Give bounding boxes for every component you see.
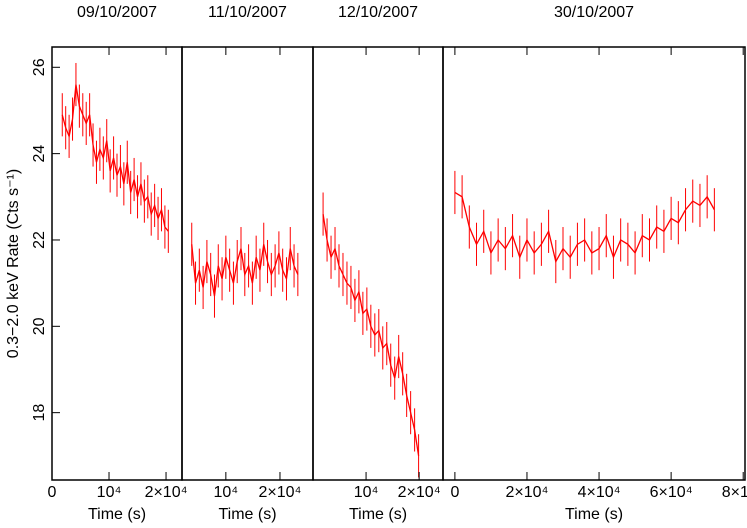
x-tick-label: 4×10⁴ <box>578 484 621 501</box>
x-tick-label: 0 <box>48 484 57 501</box>
x-tick-label: 0 <box>450 484 459 501</box>
panel-title: 11/10/2007 <box>208 4 287 21</box>
panel-title: 30/10/2007 <box>554 4 634 21</box>
y-tick-label: 24 <box>31 145 48 163</box>
x-tick-label: 2×10⁴ <box>259 484 302 501</box>
x-tick-label: 6×10⁴ <box>650 484 693 501</box>
x-tick-label: 2×10⁴ <box>398 484 441 501</box>
light-curve <box>191 244 299 297</box>
x-tick-label: 2×10⁴ <box>506 484 549 501</box>
x-axis-label: Time (s) <box>565 506 623 523</box>
light-curve <box>322 213 420 456</box>
x-tick-label: 2×10⁴ <box>145 484 188 501</box>
y-tick-label: 20 <box>31 317 48 335</box>
panel-frame <box>312 46 444 481</box>
panel-title: 09/10/2007 <box>77 4 157 21</box>
x-tick-label: 10⁴ <box>97 484 122 501</box>
panel-frame <box>51 46 183 481</box>
panel-frame <box>442 46 746 481</box>
x-tick-label: 8×10⁴ <box>722 484 747 501</box>
x-axis-label: Time (s) <box>218 506 276 523</box>
light-curve <box>61 84 169 232</box>
y-axis-label: 0.3−2.0 keV Rate (Cts s⁻¹) <box>5 169 22 358</box>
x-axis-label: Time (s) <box>349 506 407 523</box>
x-tick-label: 10⁴ <box>354 484 379 501</box>
y-tick-label: 18 <box>31 404 48 422</box>
x-axis-label: Time (s) <box>88 506 146 523</box>
y-tick-label: 22 <box>31 231 48 249</box>
light-curve <box>454 191 715 264</box>
panel-title: 12/10/2007 <box>338 4 418 21</box>
x-tick-label: 10⁴ <box>214 484 239 501</box>
y-tick-label: 26 <box>31 58 48 76</box>
